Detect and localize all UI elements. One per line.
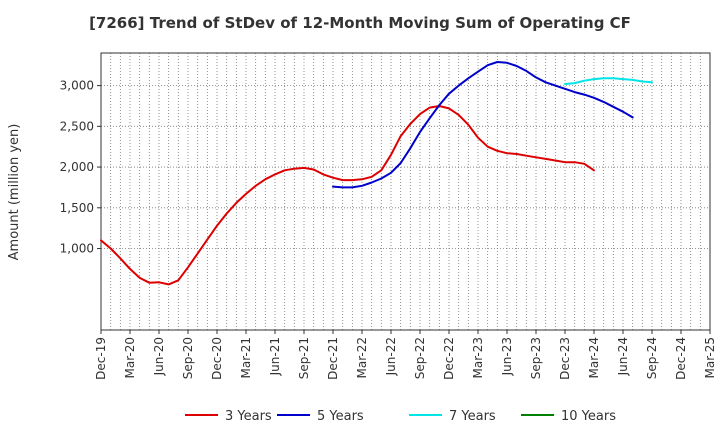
x-tick-label: Mar-25 — [703, 337, 717, 378]
grid — [101, 53, 710, 330]
x-axis-ticks: Dec-19 Mar-20 Jun-20 Sep-20 Dec-20 Mar-21 Jun-… — [94, 330, 717, 380]
x-tick-label: Dec-21 — [326, 337, 340, 380]
y-tick-label: 2,000 — [60, 160, 94, 174]
chart-title: [7266] Trend of StDev of 12-Month Moving… — [89, 14, 631, 32]
y-tick-label: 1,000 — [60, 242, 94, 256]
x-tick-label: Jun-20 — [152, 337, 166, 376]
x-tick-label: Dec-24 — [674, 337, 688, 380]
legend-label-10-years: 10 Years — [561, 409, 616, 424]
y-axis-ticks: 1,000 1,500 2,000 2,500 3,000 — [60, 79, 101, 256]
series-line-7-years — [564, 77, 653, 85]
x-tick-label: Mar-24 — [587, 337, 601, 378]
legend: 3 Years 5 Years 7 Years 10 Years — [185, 409, 616, 424]
x-tick-label: Mar-21 — [239, 337, 253, 378]
x-tick-label: Jun-22 — [384, 337, 398, 376]
x-tick-label: Mar-23 — [471, 337, 485, 378]
x-tick-label: Mar-22 — [355, 337, 369, 378]
y-axis-label: Amount (million yen) — [7, 124, 22, 261]
series-lines — [100, 61, 653, 286]
series-line-5-years — [332, 61, 634, 189]
x-tick-label: Jun-21 — [268, 337, 282, 376]
x-tick-label: Dec-23 — [558, 337, 572, 380]
y-tick-label: 3,000 — [60, 79, 94, 93]
x-tick-label: Sep-22 — [413, 337, 427, 379]
legend-label-7-years: 7 Years — [449, 409, 496, 424]
plot-area-border — [100, 52, 711, 331]
x-tick-label: Jun-24 — [616, 337, 630, 376]
y-tick-label: 2,500 — [60, 119, 94, 133]
x-tick-label: Sep-23 — [529, 337, 543, 379]
x-tick-label: Jun-23 — [500, 337, 514, 376]
x-tick-label: Sep-24 — [645, 337, 659, 379]
y-tick-label: 1,500 — [60, 201, 94, 215]
x-tick-label: Dec-22 — [442, 337, 456, 380]
x-tick-label: Dec-19 — [94, 337, 108, 380]
legend-label-3-years: 3 Years — [225, 409, 272, 424]
x-tick-label: Sep-21 — [297, 337, 311, 379]
x-tick-label: Mar-20 — [123, 337, 137, 378]
x-tick-label: Dec-20 — [210, 337, 224, 380]
legend-label-5-years: 5 Years — [317, 409, 364, 424]
series-line-3-years — [100, 105, 595, 286]
x-tick-label: Sep-20 — [181, 337, 195, 379]
